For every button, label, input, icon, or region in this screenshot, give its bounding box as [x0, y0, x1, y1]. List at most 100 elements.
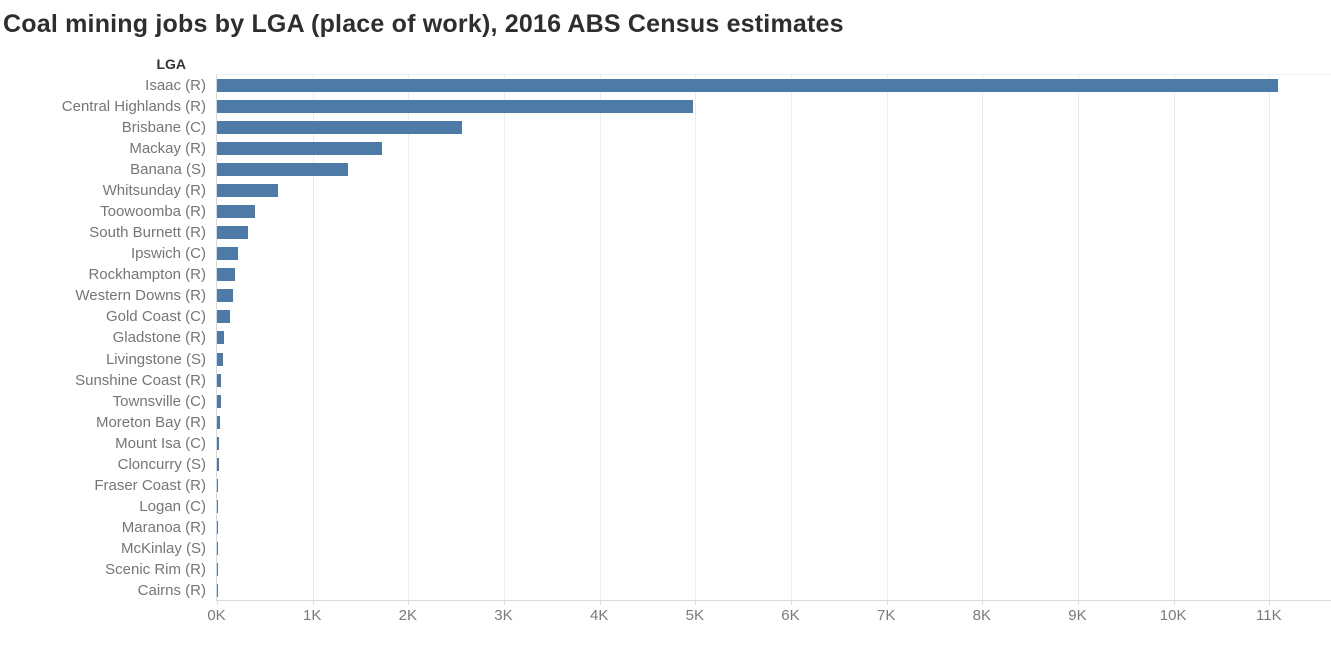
table-row: Brisbane (C) [0, 117, 1331, 138]
x-axis-tick-label: 7K [876, 607, 896, 624]
gridline [1077, 75, 1079, 600]
x-axis-tick-mark [1077, 600, 1079, 605]
table-row: Gladstone (R) [0, 327, 1331, 348]
y-axis-label: Livingstone (S) [105, 350, 206, 368]
y-axis-label: Banana (S) [130, 160, 206, 178]
x-axis-tick-label: 6K [781, 607, 800, 624]
bar[interactable] [216, 120, 463, 134]
x-axis-tick-mark [599, 600, 601, 605]
x-axis-tick-mark [695, 600, 697, 605]
bar[interactable] [216, 352, 224, 366]
y-axis-label: Scenic Rim (R) [105, 561, 206, 579]
table-row: Livingstone (S) [0, 349, 1331, 370]
y-axis-label: Whitsunday (R) [102, 181, 206, 199]
table-row: South Burnett (R) [0, 222, 1331, 243]
bar[interactable] [216, 500, 218, 514]
gridline [886, 75, 888, 600]
x-axis-tick-mark [312, 600, 314, 605]
y-axis-label: Gladstone (R) [112, 329, 206, 347]
bar[interactable] [216, 310, 231, 324]
bar[interactable] [216, 247, 239, 261]
gridline [599, 75, 601, 600]
bar[interactable] [216, 183, 278, 197]
x-axis-tick-label: 5K [685, 607, 704, 624]
y-axis-label: Moreton Bay (R) [95, 413, 206, 431]
table-row: Banana (S) [0, 159, 1331, 180]
y-axis-label: Isaac (R) [145, 76, 206, 94]
x-axis-tick-mark [217, 600, 218, 605]
bar[interactable] [216, 479, 219, 493]
chart-title: Coal mining jobs by LGA (place of work),… [3, 10, 844, 38]
bar[interactable] [216, 394, 221, 408]
table-row: Gold Coast (C) [0, 306, 1331, 327]
bar-rows: Isaac (R) Central Highlands (R) Brisbane (… [0, 75, 1331, 602]
gridline [790, 75, 792, 600]
table-row: Mackay (R) [0, 138, 1331, 159]
bar[interactable] [216, 436, 220, 450]
x-axis: 0K 1K 2K 3K 4K 5K 6K 7K 8K 9K 10K 11K [0, 607, 1331, 631]
table-row: Townsville (C) [0, 391, 1331, 412]
table-row: McKinlay (S) [0, 538, 1331, 559]
bar[interactable] [216, 141, 382, 155]
y-axis-label: Brisbane (C) [121, 118, 206, 136]
table-row: Ipswich (C) [0, 243, 1331, 264]
x-axis-tick-label: 1K [302, 607, 322, 624]
bar[interactable] [216, 457, 219, 471]
gridline [982, 75, 984, 600]
table-row: Mount Isa (C) [0, 433, 1331, 454]
x-axis-tick-mark [790, 600, 792, 605]
bar[interactable] [216, 542, 218, 556]
y-axis-label: Mackay (R) [129, 139, 206, 157]
bar[interactable] [216, 226, 249, 240]
bar[interactable] [216, 78, 1279, 92]
table-row: Cloncurry (S) [0, 454, 1331, 475]
bar[interactable] [216, 162, 348, 176]
gridline [408, 75, 410, 600]
y-axis-label: McKinlay (S) [120, 540, 206, 558]
y-axis-label: Rockhampton (R) [88, 266, 206, 284]
table-row: Moreton Bay (R) [0, 412, 1331, 433]
x-axis-tick-label: 2K [398, 607, 418, 624]
x-axis-tick-mark [408, 600, 410, 605]
y-axis-label: Cloncurry (S) [117, 455, 206, 473]
x-axis-tick-label: 4K [589, 607, 609, 624]
table-row: Whitsunday (R) [0, 180, 1331, 201]
table-row: Sunshine Coast (R) [0, 370, 1331, 391]
table-row: Rockhampton (R) [0, 264, 1331, 285]
y-axis-label: Toowoomba (R) [100, 203, 206, 220]
y-axis-label: Logan (C) [139, 498, 206, 516]
table-row: Cairns (R) [0, 580, 1331, 601]
bar[interactable] [216, 415, 221, 429]
y-axis-label: Western Downs (R) [75, 287, 206, 305]
table-row: Maranoa (R) [0, 517, 1331, 538]
y-axis-label: Cairns (R) [137, 582, 206, 600]
bar[interactable] [216, 268, 235, 282]
bar[interactable] [216, 521, 218, 535]
gridline [695, 75, 697, 600]
x-axis-tick-label: 9K [1068, 607, 1087, 624]
table-row: Toowoomba (R) [0, 201, 1331, 222]
gridline [1173, 75, 1175, 600]
table-row: Logan (C) [0, 496, 1331, 517]
x-axis-tick-mark [1173, 600, 1175, 605]
y-axis-label: Mount Isa (C) [115, 434, 206, 452]
bar[interactable] [216, 331, 224, 345]
x-axis-tick-label: 0K [207, 607, 226, 624]
bar[interactable] [216, 99, 693, 113]
gridline [503, 75, 505, 600]
bar[interactable] [216, 205, 255, 218]
x-axis-tick-mark [1269, 600, 1271, 605]
table-row: Isaac (R) [0, 75, 1331, 96]
table-row: Scenic Rim (R) [0, 559, 1331, 580]
bar[interactable] [216, 289, 234, 303]
y-axis-label: Sunshine Coast (R) [75, 371, 206, 389]
bar[interactable] [216, 373, 222, 387]
y-axis-label: Central Highlands (R) [61, 97, 206, 115]
gridline [312, 75, 314, 600]
y-axis-label: Ipswich (C) [130, 245, 206, 263]
x-axis-tick-mark [982, 600, 984, 605]
gridline [1269, 75, 1271, 600]
x-axis-tick-mark [886, 600, 888, 605]
x-axis-tick-label: 10K [1159, 607, 1187, 624]
